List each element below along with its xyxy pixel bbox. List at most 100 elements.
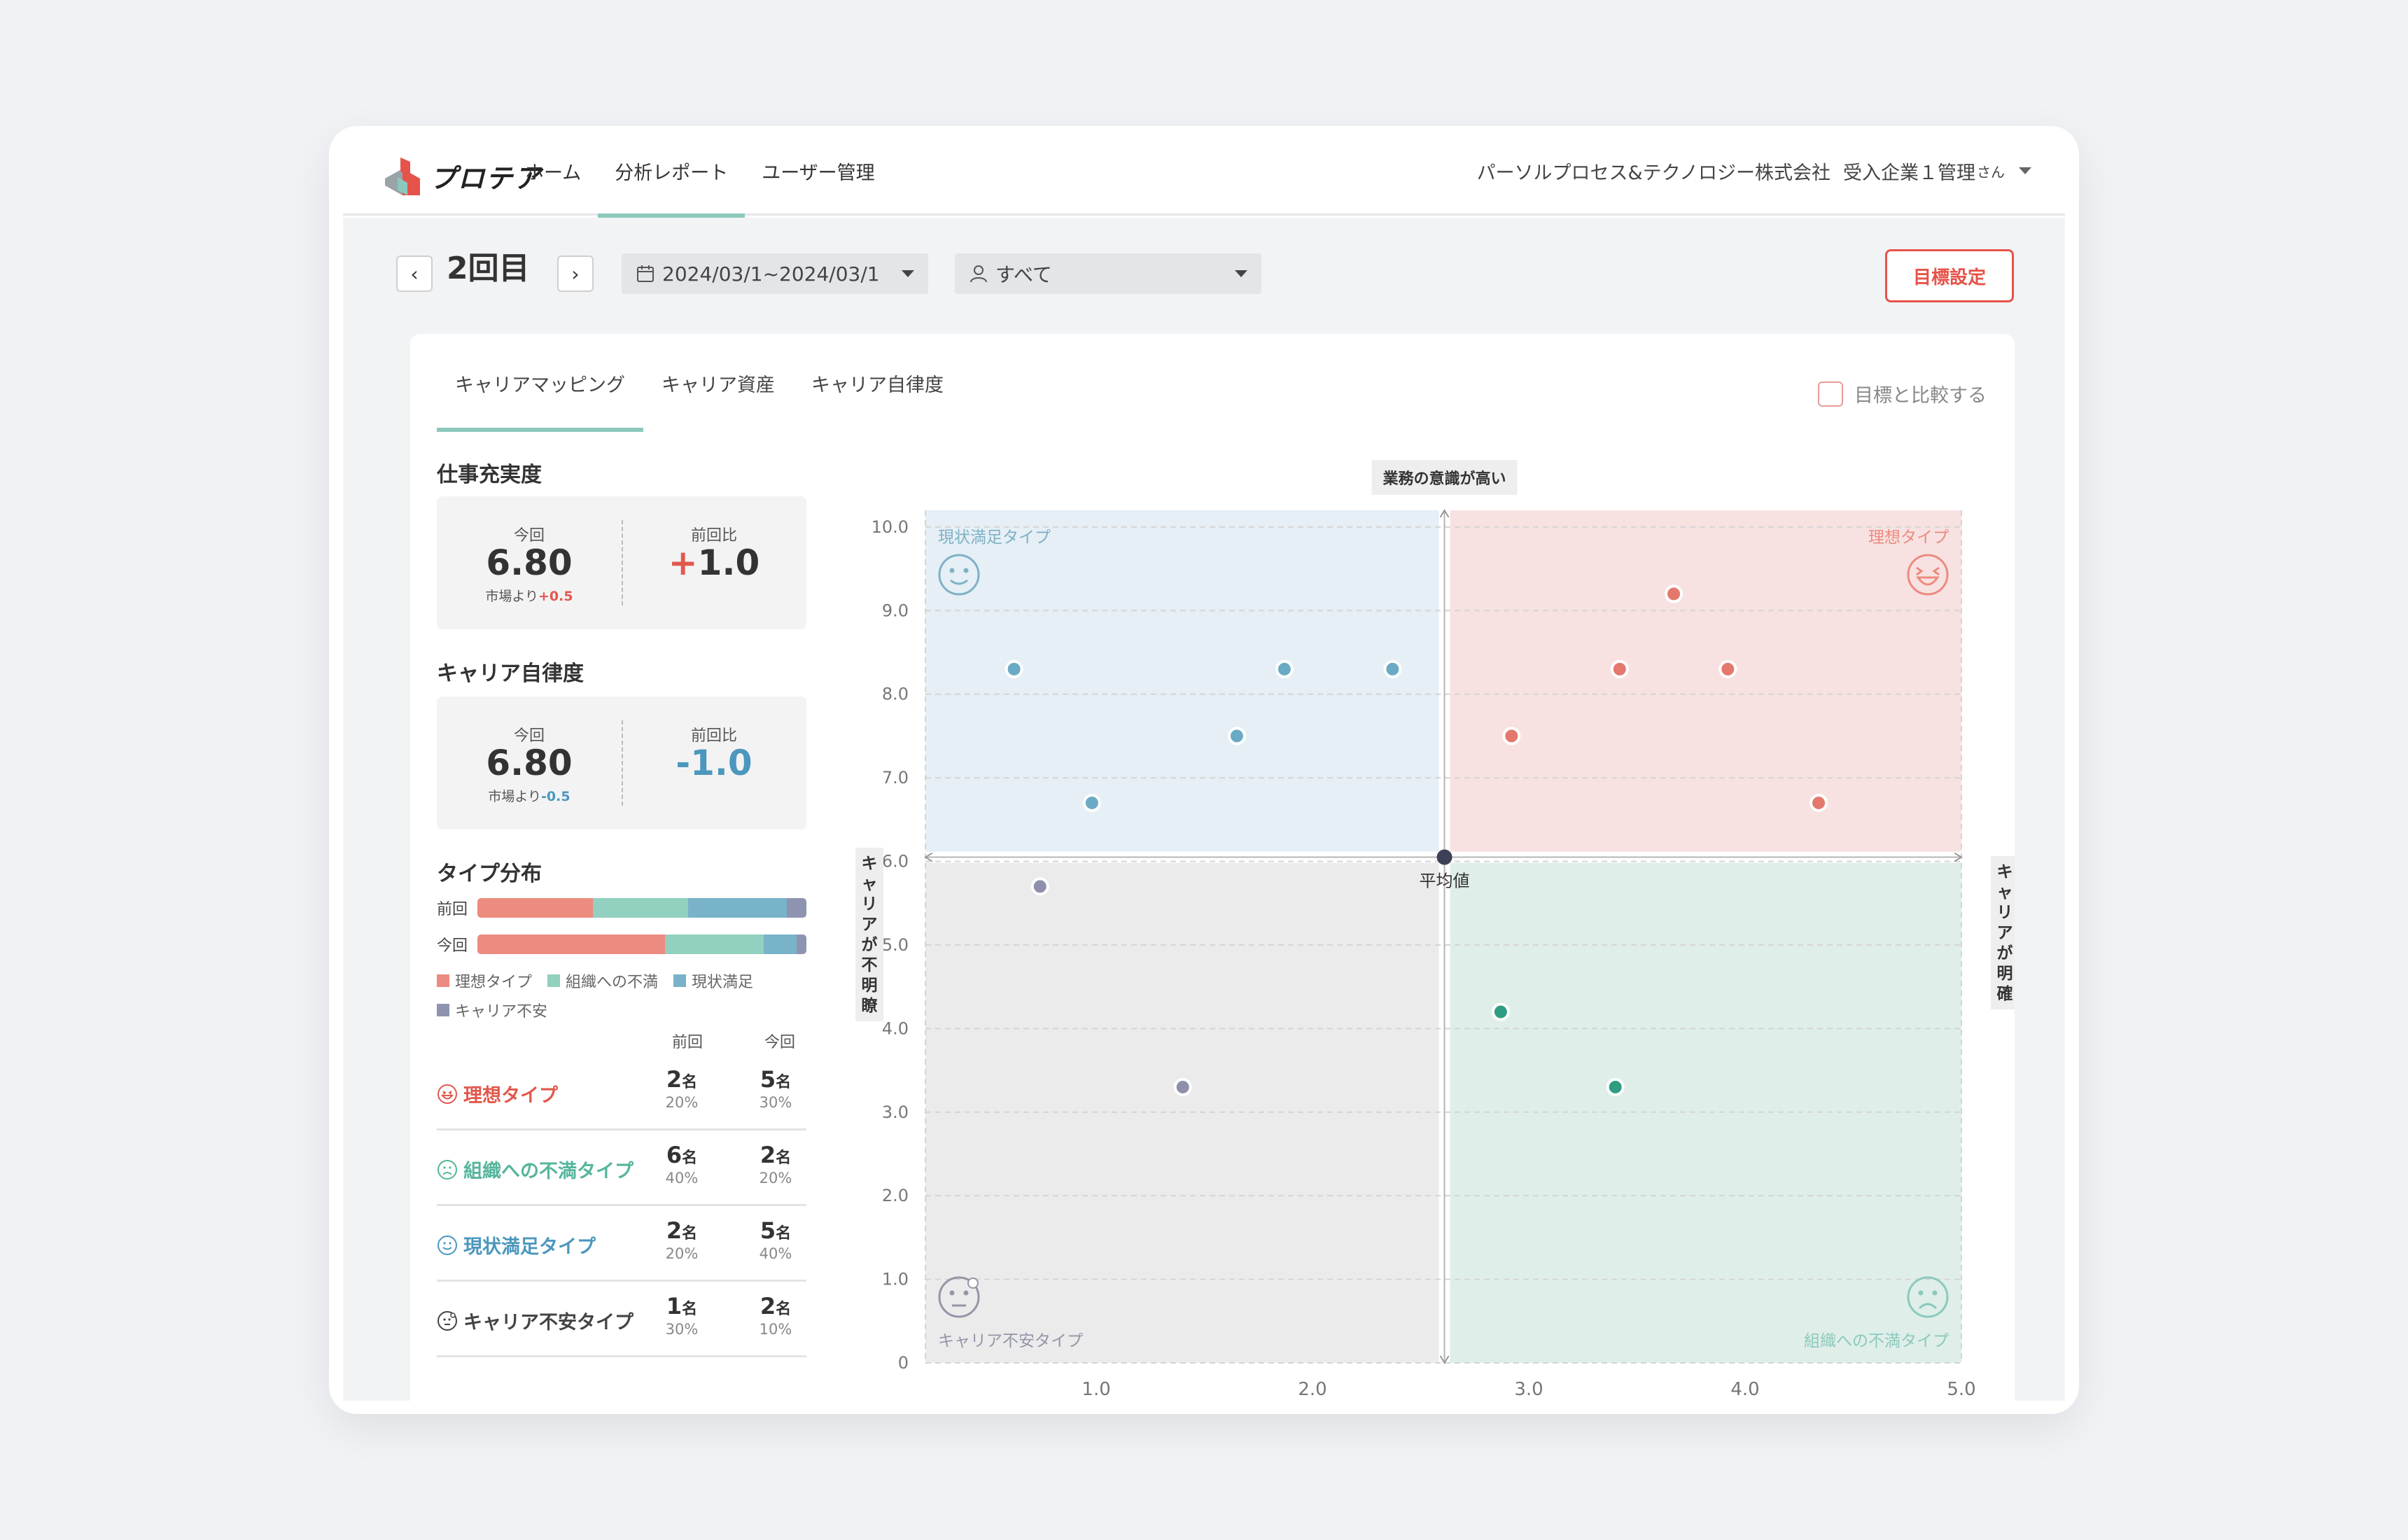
app-window: プロテア ホーム 分析レポート ユーザー管理 パーソルプロセス&テクノロジー株式… bbox=[329, 126, 2079, 1414]
prev-round-button[interactable]: ‹ bbox=[396, 255, 433, 292]
type-prev-count: 6名 40% bbox=[665, 1142, 699, 1186]
chevron-down-icon bbox=[2019, 167, 2031, 174]
left-axis-label-box bbox=[855, 848, 883, 1021]
tab-career-autonomy[interactable]: キャリア自律度 bbox=[811, 374, 944, 396]
frowning-face-icon-eye bbox=[1932, 1290, 1938, 1296]
legend-item-anxious: キャリア不安 bbox=[437, 999, 547, 1021]
data-point bbox=[1665, 584, 1684, 603]
data-point bbox=[1610, 659, 1629, 678]
bar-segment bbox=[477, 934, 665, 954]
frowning-face-icon-eye bbox=[1918, 1290, 1924, 1296]
next-round-button[interactable]: › bbox=[557, 255, 594, 292]
bar-segment bbox=[763, 934, 797, 954]
smiling-face-icon bbox=[438, 1235, 457, 1255]
user-suffix: さん bbox=[1977, 163, 2005, 181]
tab-career-assets[interactable]: キャリア資産 bbox=[662, 374, 775, 396]
bar-segment bbox=[796, 934, 806, 954]
left-axis-label: 明 bbox=[862, 976, 878, 995]
logo[interactable]: プロテア bbox=[385, 157, 542, 195]
career-mapping-chart: 0 1.0 2.0 3.0 4.0 5.0 6.0 7.0 8.0 9.0 10.0 1.0 2.0 3.… bbox=[855, 460, 2015, 1400]
top-axis-label-box bbox=[1371, 460, 1518, 495]
arrow-down-icon bbox=[1439, 1355, 1450, 1364]
type-current-count: 5名 40% bbox=[759, 1217, 792, 1262]
goal-setting-button[interactable]: 目標設定 bbox=[1885, 249, 2014, 302]
data-point bbox=[1004, 659, 1023, 678]
left-axis-label: ア bbox=[862, 916, 878, 934]
table-header-prev: 前回 bbox=[672, 1034, 704, 1051]
x-tick-label: 3.0 bbox=[1514, 1379, 1543, 1400]
right-axis-label: リ bbox=[1997, 904, 2013, 922]
distribution-legend: 理想タイプ 組織への不満 現状満足 キャリア不安 bbox=[437, 969, 815, 1021]
quadrant-top-left bbox=[925, 510, 1439, 852]
report-card: キャリアマッピング キャリア資産 キャリア自律度 目標と比較する 仕事充実度 今… bbox=[410, 334, 2015, 1414]
x-tick-label: 2.0 bbox=[1298, 1379, 1326, 1400]
y-tick-label: 4.0 bbox=[882, 1018, 909, 1038]
quadrant-top-right bbox=[1450, 510, 1961, 852]
anxious-face-icon-eye bbox=[949, 1290, 955, 1296]
legend-item-ideal: 理想タイプ bbox=[437, 969, 532, 992]
compare-with-goal[interactable]: 目標と比較する bbox=[1818, 380, 1987, 407]
type-current-count: 2名 20% bbox=[759, 1142, 792, 1186]
nav-user-management[interactable]: ユーザー管理 bbox=[762, 162, 875, 184]
frowning-face-icon bbox=[1907, 1276, 1949, 1318]
chevron-down-icon bbox=[1235, 270, 1247, 277]
quadrant-label: キャリア不安タイプ bbox=[938, 1332, 1083, 1350]
tab-career-mapping[interactable]: キャリアマッピング bbox=[437, 334, 643, 432]
table-header-current: 今回 bbox=[764, 1034, 796, 1051]
kpi-current-value: 6.80 bbox=[486, 542, 573, 583]
y-tick-label: 2.0 bbox=[882, 1186, 909, 1205]
type-distribution-title: タイプ分布 bbox=[437, 862, 542, 886]
smiling-face-icon-eye bbox=[963, 568, 969, 573]
right-axis-label-box bbox=[1991, 856, 2015, 1009]
right-axis-label: ア bbox=[1997, 924, 2013, 942]
stacked-bar bbox=[477, 934, 806, 954]
y-tick-label: 8.0 bbox=[882, 685, 909, 704]
kpi-prev-label: 前回比 bbox=[690, 727, 737, 745]
x-tick-label: 1.0 bbox=[1082, 1379, 1110, 1400]
y-tick-label: 1.0 bbox=[882, 1270, 909, 1289]
chevron-down-icon bbox=[902, 270, 914, 277]
right-axis-label: ャ bbox=[1997, 883, 2013, 902]
data-point bbox=[1718, 659, 1737, 678]
laughing-face-icon bbox=[438, 1084, 457, 1104]
company-name: パーソルプロセス&テクノロジー株式会社 bbox=[1476, 162, 1830, 184]
quadrant-bottom-right bbox=[1450, 862, 1961, 1363]
left-axis-label: 不 bbox=[862, 956, 878, 974]
type-row: 現状満足タイプ 2名 20% 5名 40% bbox=[437, 1206, 806, 1282]
quadrant-label: 現状満足タイプ bbox=[938, 528, 1051, 547]
y-tick-label: 7.0 bbox=[882, 768, 909, 788]
user-name: 受入企業１管理 bbox=[1843, 162, 1975, 184]
report-tabs: キャリアマッピング キャリア資産 キャリア自律度 bbox=[437, 334, 962, 432]
kpi-market-diff: 市場より-0.5 bbox=[488, 789, 570, 804]
legend-item-satisfied: 現状満足 bbox=[673, 969, 753, 992]
smiling-face-icon-eye bbox=[949, 568, 955, 573]
quadrant-label: 組織への不満タイプ bbox=[1804, 1332, 1949, 1350]
data-point bbox=[1030, 877, 1049, 896]
type-row: 理想タイプ 2名 20% 5名 30% bbox=[437, 1055, 806, 1130]
data-point bbox=[1275, 659, 1294, 678]
nav-home[interactable]: ホーム bbox=[525, 162, 582, 184]
kpi-title-job-fulfillment: 仕事充実度 bbox=[437, 463, 542, 487]
data-point bbox=[1502, 727, 1521, 746]
left-axis-label: が bbox=[862, 935, 878, 954]
data-point bbox=[1227, 727, 1246, 746]
type-name: キャリア不安タイプ bbox=[437, 1307, 634, 1334]
y-tick-label: 5.0 bbox=[882, 935, 909, 955]
account-menu[interactable]: パーソルプロセス&テクノロジー株式会社 受入企業１管理 さん bbox=[1477, 126, 2031, 216]
compare-checkbox[interactable] bbox=[1818, 381, 1843, 407]
left-axis-label: キ bbox=[862, 855, 878, 873]
type-current-count: 5名 30% bbox=[759, 1066, 792, 1111]
quadrant-bottom-left bbox=[925, 862, 1439, 1363]
kpi-prev-diff: -1.0 bbox=[676, 743, 752, 783]
sweat-drop-icon bbox=[967, 1278, 979, 1289]
type-prev-count: 2名 20% bbox=[665, 1217, 699, 1262]
type-name: 現状満足タイプ bbox=[437, 1231, 596, 1259]
quadrant-label: 理想タイプ bbox=[1868, 528, 1949, 547]
data-point bbox=[1383, 659, 1402, 678]
y-tick-label: 3.0 bbox=[882, 1102, 909, 1122]
distribution-bar-prev: 前回 bbox=[437, 897, 806, 919]
anxious-face-icon bbox=[938, 1276, 980, 1318]
member-filter-select[interactable]: すべて bbox=[955, 253, 1261, 294]
nav-analysis-report[interactable]: 分析レポート bbox=[598, 126, 746, 218]
date-range-select[interactable]: 2024/03/1~2024/03/1 bbox=[622, 253, 928, 294]
